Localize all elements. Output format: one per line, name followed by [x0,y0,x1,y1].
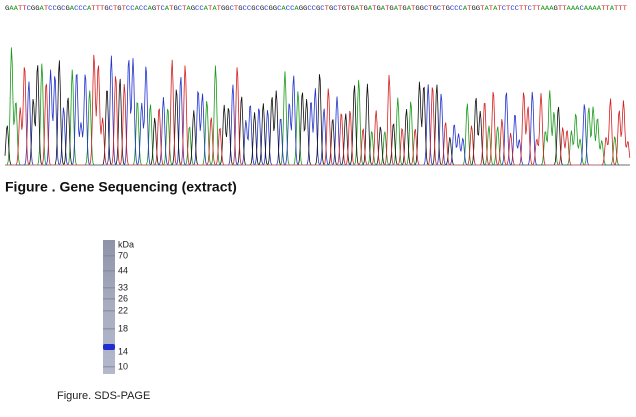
protein-band [103,344,115,350]
marker-label: 70 [118,250,128,260]
marker-label: 18 [118,323,128,333]
marker-label: 26 [118,293,128,303]
marker-label: 22 [118,305,128,315]
gel-caption: Figure. SDS-PAGE [57,390,150,402]
sequencing-caption: Figure . Gene Sequencing (extract) [5,179,237,195]
sequence: GAATTCGGATCCGCGACCCATTTGCTGTCCACCAGTCATG… [5,5,627,12]
marker-label: 10 [118,361,128,371]
gel-lane [103,240,115,374]
gel-unit: kDa [118,239,134,249]
marker-label: 33 [118,282,128,292]
marker-label: 14 [118,346,128,356]
marker-label: 44 [118,265,128,275]
chromatogram [4,47,631,166]
marker-bands [103,255,115,368]
